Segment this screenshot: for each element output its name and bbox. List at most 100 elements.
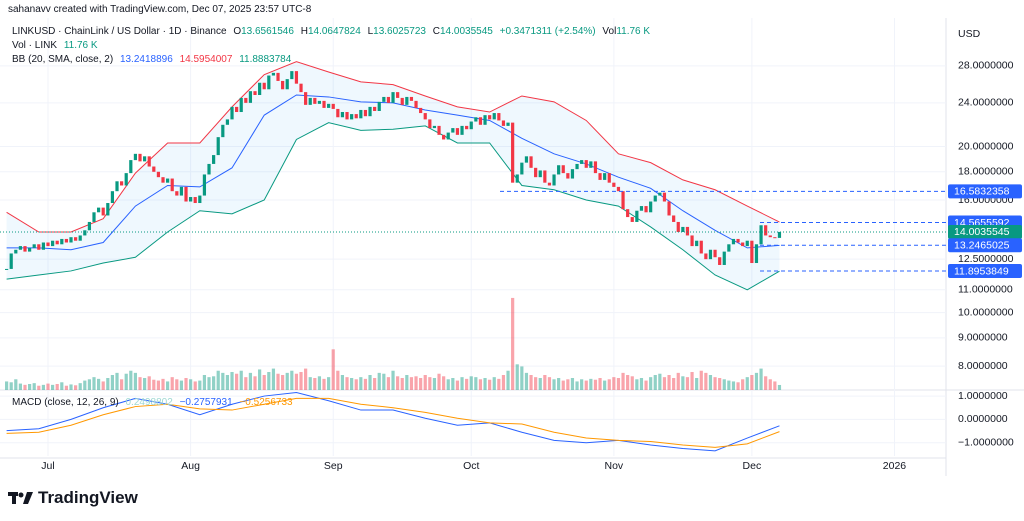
volume-bar bbox=[621, 372, 625, 390]
candle bbox=[653, 195, 657, 202]
volume-bar bbox=[538, 378, 542, 390]
volume-bar bbox=[281, 375, 285, 390]
candle bbox=[419, 107, 423, 114]
volume-bar bbox=[474, 377, 478, 390]
candle bbox=[9, 253, 13, 269]
candle bbox=[331, 103, 335, 109]
candle bbox=[5, 268, 9, 270]
price-tag-label: 16.5832358 bbox=[954, 186, 1010, 198]
volume-bar bbox=[92, 377, 96, 390]
volume-bar bbox=[598, 378, 602, 390]
volume-bar bbox=[69, 384, 73, 390]
candle bbox=[580, 160, 584, 164]
x-tick-label: Dec bbox=[743, 460, 762, 472]
candle bbox=[391, 92, 395, 103]
volume-bar bbox=[294, 373, 299, 390]
volume-bar bbox=[166, 381, 170, 390]
candle bbox=[699, 240, 703, 254]
candle bbox=[382, 96, 386, 102]
candle bbox=[28, 247, 32, 252]
ohlc-value: 14.0647824 bbox=[307, 26, 361, 37]
volume-bar bbox=[363, 378, 368, 390]
volume-bar bbox=[768, 379, 772, 390]
volume-bar bbox=[722, 379, 726, 390]
volume-bar bbox=[322, 378, 326, 390]
candle bbox=[166, 178, 170, 183]
volume-bar bbox=[469, 376, 473, 390]
volume-bar bbox=[511, 297, 515, 390]
candle bbox=[41, 242, 46, 250]
candle bbox=[708, 249, 713, 260]
volume-bar bbox=[115, 372, 119, 390]
volume-bar bbox=[478, 379, 483, 390]
candle bbox=[87, 221, 92, 231]
candle bbox=[446, 132, 450, 140]
candle bbox=[23, 246, 27, 252]
volume-bar bbox=[561, 380, 565, 390]
volume-bar bbox=[317, 376, 322, 390]
legend-row: MACD (close, 12, 26, 9) 0.2498802 −0.275… bbox=[12, 397, 297, 408]
candle bbox=[179, 186, 184, 196]
candle bbox=[198, 195, 202, 204]
candle bbox=[745, 240, 749, 247]
volume-bar bbox=[110, 375, 115, 390]
candle bbox=[363, 109, 368, 117]
volume-bar bbox=[515, 364, 519, 390]
candle bbox=[221, 124, 225, 138]
candle bbox=[727, 244, 731, 252]
price-tag-label: 14.0035545 bbox=[954, 226, 1010, 238]
logo bbox=[8, 492, 33, 504]
volume-bar bbox=[672, 378, 676, 390]
volume-bar bbox=[23, 384, 27, 390]
vol-value: 11.76 K bbox=[63, 40, 98, 51]
volume-bar bbox=[87, 379, 92, 390]
volume-bar bbox=[736, 382, 740, 390]
volume-bar bbox=[547, 377, 552, 390]
volume-bar bbox=[120, 379, 124, 390]
volume-bar bbox=[386, 377, 391, 390]
volume-bar bbox=[313, 378, 317, 390]
volume-bar bbox=[212, 376, 216, 390]
bb-value: 11.8883784 bbox=[239, 54, 292, 65]
volume-bar bbox=[143, 378, 147, 390]
volume-bar bbox=[221, 372, 225, 390]
ohlc-value: 13.6561546 bbox=[241, 26, 294, 37]
candle bbox=[718, 257, 722, 265]
candle bbox=[561, 165, 565, 174]
volume-bar bbox=[649, 377, 653, 390]
x-tick-label: Oct bbox=[463, 460, 479, 472]
candle bbox=[225, 119, 230, 125]
y-tick-label: 11.0000000 bbox=[958, 284, 1013, 296]
volume-bar bbox=[727, 380, 731, 390]
candle bbox=[400, 97, 404, 105]
ohlc-label: L bbox=[367, 26, 374, 37]
volume-bar bbox=[460, 377, 464, 390]
y-tick-label: 9.0000000 bbox=[958, 332, 1008, 344]
volume-bar bbox=[681, 376, 685, 390]
y-tick-label: 8.0000000 bbox=[958, 360, 1008, 372]
volume-bar bbox=[37, 385, 41, 390]
candle bbox=[37, 244, 41, 250]
volume-bar bbox=[331, 349, 335, 390]
candle bbox=[120, 181, 124, 186]
volume-bar bbox=[690, 372, 694, 390]
volume-bar bbox=[170, 377, 174, 390]
candle bbox=[143, 156, 147, 162]
candle bbox=[432, 125, 437, 129]
volume-bar bbox=[216, 370, 220, 390]
volume-bar bbox=[400, 378, 404, 390]
volume-bar bbox=[133, 372, 138, 390]
candle bbox=[704, 253, 708, 260]
volume-bar bbox=[589, 378, 593, 390]
candle bbox=[313, 97, 317, 104]
volume-bar bbox=[28, 384, 32, 390]
volume-bar bbox=[368, 375, 372, 390]
volume-bar bbox=[161, 378, 165, 390]
candle bbox=[662, 192, 667, 202]
bb-value: 13.2418896 bbox=[119, 54, 173, 65]
volume-bar bbox=[437, 373, 441, 390]
candle bbox=[230, 106, 234, 120]
volume-bar bbox=[524, 372, 529, 390]
candle bbox=[69, 237, 73, 243]
